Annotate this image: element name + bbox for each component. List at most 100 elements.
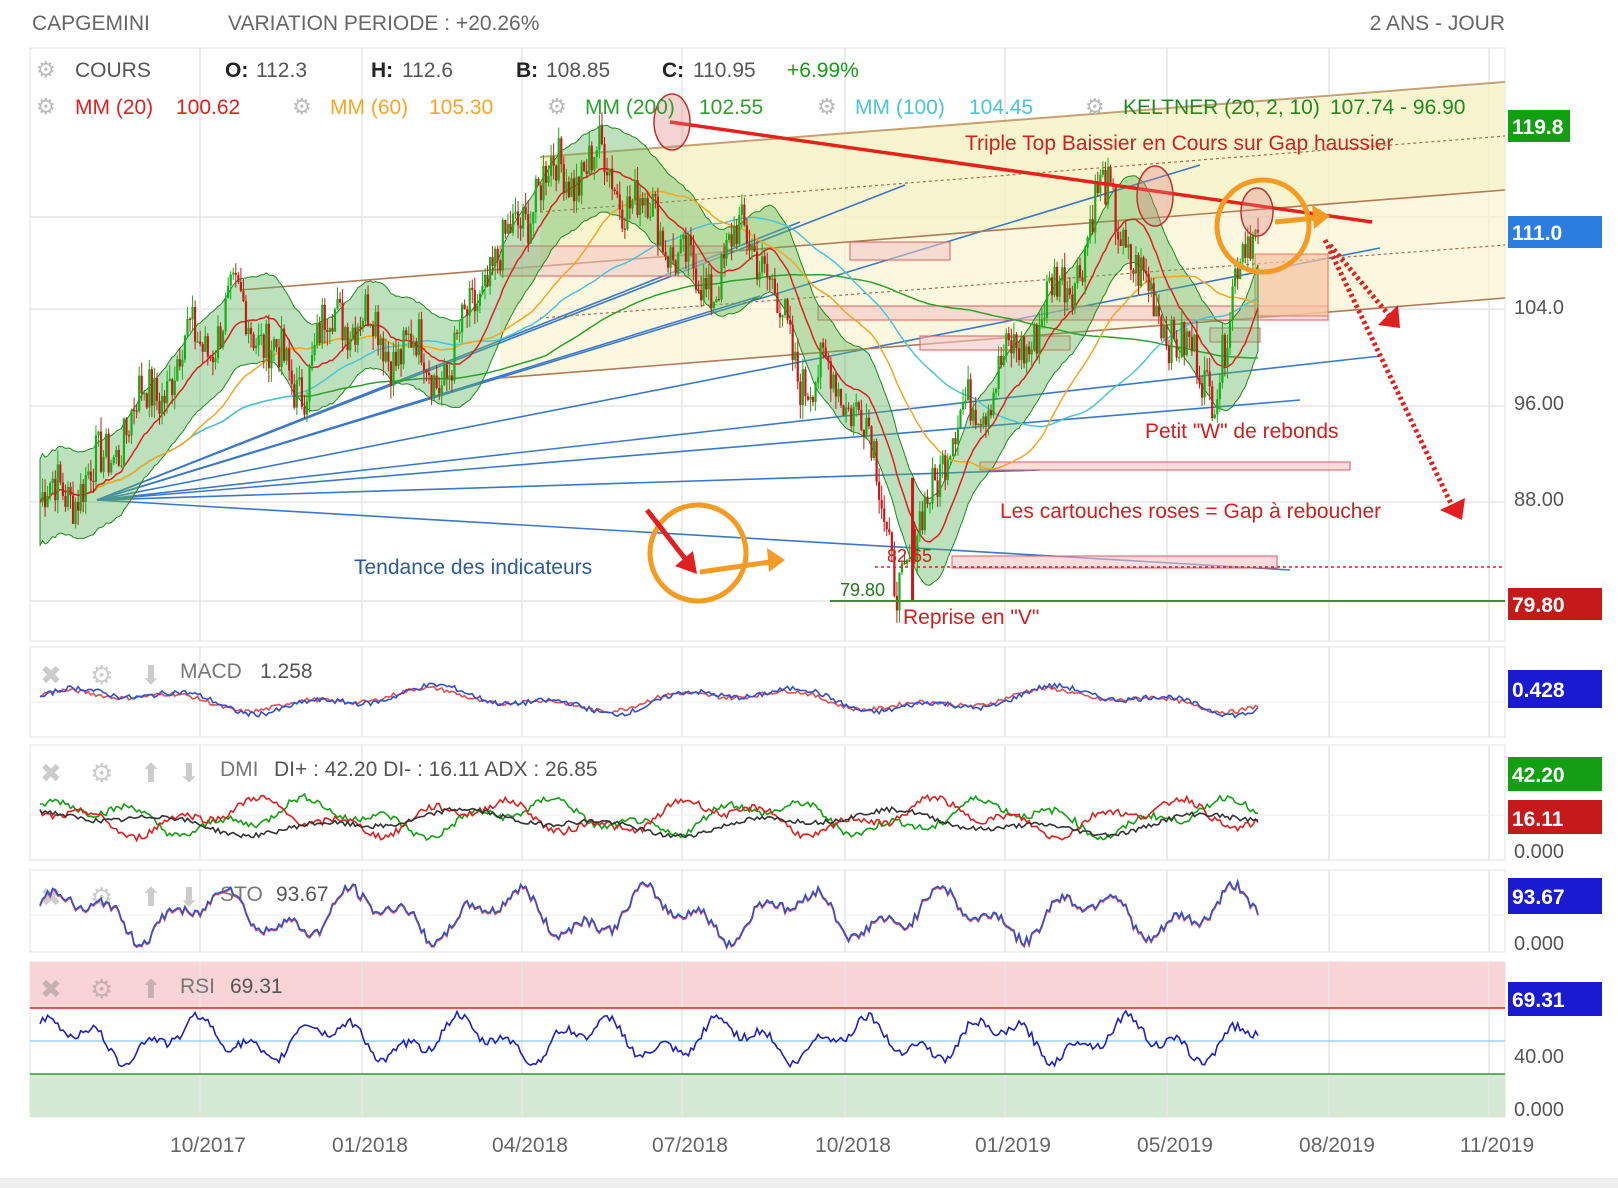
candle-body (1045, 281, 1049, 318)
gear-icon[interactable]: ⚙ (36, 94, 56, 119)
period-label[interactable]: 2 ANS - JOUR (1370, 12, 1505, 35)
candle-body (1007, 333, 1010, 341)
candle-body (407, 333, 410, 335)
candle-body (1000, 355, 1003, 366)
candle-body (862, 429, 865, 437)
gear-icon[interactable]: ⚙ (1085, 94, 1105, 119)
candle-body (644, 197, 647, 206)
arrow-up-icon[interactable]: ⬆ (140, 882, 162, 912)
candle-body (145, 393, 148, 408)
candle-body (326, 329, 329, 332)
candle-body (1101, 169, 1104, 175)
candle-body (1249, 236, 1252, 259)
close-icon[interactable]: ✖ (40, 660, 62, 690)
close-icon[interactable]: ✖ (40, 974, 62, 1004)
candle-body (583, 162, 586, 172)
candle-body (600, 126, 604, 144)
candle-body (295, 380, 298, 408)
candle-body (870, 426, 873, 458)
candle-body (842, 405, 845, 416)
gear-icon[interactable]: ⚙ (292, 94, 312, 119)
candle-body (196, 341, 199, 343)
candle-body (310, 355, 314, 366)
triple-top-line (669, 120, 1373, 224)
fan-line (96, 247, 1381, 501)
candle-body (346, 326, 349, 351)
arrow-up-icon[interactable]: ⬆ (140, 758, 162, 788)
candle-body (224, 298, 227, 332)
dmi-plus-badge-text: 42.20 (1512, 764, 1565, 787)
candle-body (939, 464, 942, 497)
candle-body (1221, 334, 1224, 383)
candle-body (916, 535, 919, 561)
arrow-down-icon[interactable]: ⬇ (178, 882, 200, 912)
candle-body (1134, 254, 1138, 274)
badge-top-text: 119.8 (1512, 116, 1564, 139)
gear-icon[interactable]: ⚙ (90, 660, 113, 690)
high-value: 112.6 (402, 59, 453, 82)
candle-body (1198, 377, 1201, 384)
candle-body (860, 410, 863, 430)
candle-body (84, 475, 87, 502)
gear-icon[interactable]: ⚙ (36, 57, 56, 82)
candle-body (430, 375, 433, 397)
candle-body (234, 272, 237, 275)
arrow-down-icon[interactable]: ⬇ (178, 758, 200, 788)
candle-body (188, 318, 192, 320)
candle-body (1160, 316, 1163, 339)
gear-icon[interactable]: ⚙ (547, 94, 567, 119)
candle-body (1002, 356, 1005, 366)
candle-body (1114, 186, 1117, 232)
candle-body (700, 290, 703, 301)
candle-body (994, 389, 998, 393)
candle-body (926, 496, 929, 504)
price-axis: 119.8 111.0 104.0 96.00 88.00 79.80 (1508, 110, 1602, 620)
low-key: B: (516, 59, 538, 82)
gear-icon[interactable]: ⚙ (90, 974, 113, 1004)
candle-body (305, 401, 309, 415)
candle-body (221, 331, 225, 348)
candle-body (900, 563, 904, 573)
candle-body (674, 260, 677, 274)
candle-body (1089, 219, 1092, 238)
candle-body (593, 156, 596, 171)
candle-body (1030, 349, 1033, 355)
candle-body (1162, 325, 1166, 339)
arrow-down-icon[interactable]: ⬇ (140, 660, 162, 690)
candle-body (1109, 166, 1112, 184)
candle-body (806, 396, 810, 400)
candle-body (1035, 324, 1038, 354)
candle-body (120, 465, 123, 467)
candle-body (415, 341, 418, 356)
top-circle-3 (1240, 187, 1274, 237)
candle-body (1142, 257, 1145, 271)
close-icon[interactable]: ✖ (40, 758, 62, 788)
channel-lines (239, 81, 1506, 379)
mm200-label: MM (200) (585, 96, 675, 119)
candle-body (758, 272, 761, 280)
candle-body (522, 207, 525, 229)
candle-body (717, 298, 721, 301)
candle-body (94, 435, 98, 482)
gear-icon[interactable]: ⚙ (90, 758, 113, 788)
candle-body (672, 247, 675, 261)
sto-line (39, 878, 1259, 950)
arrow-up-icon[interactable]: ⬆ (140, 974, 162, 1004)
macd-badge-text: 0.428 (1512, 679, 1565, 702)
dotted-arrow-2 (1322, 238, 1458, 514)
candle-body (534, 178, 537, 213)
candle-body (1086, 237, 1089, 248)
candle-body (611, 168, 614, 190)
candle-body (656, 196, 659, 246)
gear-icon[interactable]: ⚙ (817, 94, 837, 119)
fan-line (96, 355, 1381, 501)
variation-text: VARIATION PERIODE : +20.26% (228, 12, 539, 35)
macd-line (39, 682, 1259, 719)
candle-body (763, 256, 766, 264)
candle-body (710, 274, 713, 308)
candle-body (605, 172, 609, 176)
candle-body (992, 392, 995, 416)
candle-body (377, 311, 380, 346)
open-value: 112.3 (256, 59, 307, 82)
